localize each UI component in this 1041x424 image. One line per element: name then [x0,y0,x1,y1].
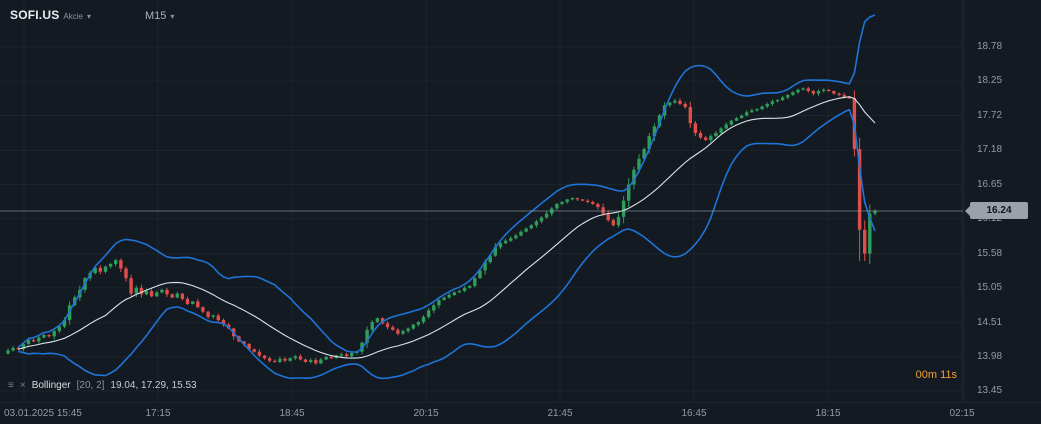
time-axis-label: 20:15 [413,408,439,419]
time-axis-label: 03.01.2025 15:45 [4,408,82,419]
indicator-menu-icon[interactable]: ≡ [8,379,14,391]
price-axis-label: 14.51 [977,317,1003,328]
indicator-remove-icon[interactable]: × [19,379,26,391]
symbol-name: SOFI.US [10,8,60,22]
chart-plot-area: SOFI.US Akcie ▾ M15 ▾ ≡ × Bollinger [20,… [0,0,963,402]
price-axis-label: 16.65 [977,179,1003,190]
current-price-value: 16.24 [986,205,1012,216]
bollinger-middle-band [18,96,876,359]
time-axis[interactable]: 03.01.2025 15:45 17:15 18:45 20:15 21:45 16:4… [0,402,1041,424]
time-axis-label: 16:45 [681,408,707,419]
price-axis-label: 18.25 [977,75,1003,86]
timeframe-selector[interactable]: M15 ▾ [145,10,174,22]
price-axis-label: 15.05 [977,282,1003,293]
instrument-type-label: Akcie [63,12,83,21]
time-axis-label: 18:45 [279,408,305,419]
time-axis-label: 18:15 [815,408,841,419]
time-axis-label: 17:15 [145,408,171,419]
price-axis-label: 18.78 [977,41,1003,52]
indicator-values: 19.04, 17.29, 15.53 [110,380,197,391]
bollinger-lower-band [18,108,876,380]
price-axis-label: 13.98 [977,351,1003,362]
chevron-down-icon: ▾ [86,12,91,21]
symbol-selector[interactable]: SOFI.US Akcie ▾ [10,8,91,22]
bollinger-upper-band [17,14,876,353]
indicator-params: [20, 2] [76,380,105,391]
indicator-name: Bollinger [31,380,71,391]
price-axis[interactable]: 16.24 18.7818.2517.7217.1816.6516.1215.5… [963,0,1041,402]
price-axis-label: 13.45 [977,385,1003,396]
time-axis-label: 21:45 [547,408,573,419]
time-axis-label: 02:15 [949,408,975,419]
indicator-legend: ≡ × Bollinger [20, 2] 19.04, 17.29, 15.5… [8,380,197,391]
grid [23,0,963,402]
chart-canvas[interactable] [0,0,963,402]
candle-countdown: 00m 11s [915,369,957,381]
price-axis-label: 17.72 [977,110,1003,121]
current-price-badge: 16.24 [965,202,1028,219]
timeframe-label: M15 [145,10,167,22]
price-axis-label: 15.58 [977,248,1003,259]
chevron-down-icon: ▾ [170,11,175,21]
price-axis-label: 17.18 [977,144,1003,155]
